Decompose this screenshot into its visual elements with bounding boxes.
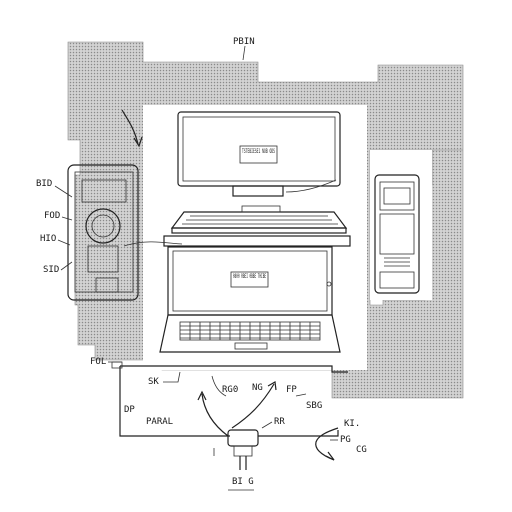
leader-fp bbox=[295, 393, 307, 397]
left-label-4: SID bbox=[43, 265, 59, 275]
top-leader bbox=[242, 45, 246, 61]
left-leader-3 bbox=[57, 239, 71, 246]
arrow-ki bbox=[315, 427, 339, 461]
label-paral: PARAL bbox=[146, 417, 173, 427]
left-leader-2 bbox=[61, 216, 73, 221]
arrowhead-left-curve bbox=[197, 390, 207, 401]
left-leader-1 bbox=[54, 185, 73, 198]
right-white-area bbox=[370, 150, 432, 300]
laptop-screen-text: 0800 RBEI 0BBE THIBE bbox=[233, 273, 266, 280]
left-label-3: HIO bbox=[40, 234, 56, 244]
left-label-1: BID bbox=[36, 179, 52, 189]
corner-arrow bbox=[121, 109, 139, 145]
label-rr: RR bbox=[274, 417, 285, 427]
corner-arrowhead bbox=[133, 136, 143, 148]
monitor-keyboard bbox=[170, 205, 348, 234]
top-label: PBIN bbox=[233, 37, 255, 47]
desk-shelf bbox=[163, 235, 351, 247]
label-ki: KI. bbox=[344, 419, 360, 429]
label-pg: PG bbox=[340, 435, 351, 445]
leader-rr bbox=[261, 421, 273, 429]
leader-sk bbox=[163, 371, 181, 383]
label-sbg: SBG bbox=[306, 401, 322, 411]
laptop: 0800 RBEI 0BBE THIBE bbox=[159, 246, 341, 353]
arrowhead-ki bbox=[325, 451, 335, 461]
power-plug bbox=[213, 429, 259, 470]
label-ng: NG bbox=[252, 383, 263, 393]
arrow-right-curve bbox=[231, 383, 275, 429]
bottom-label: BI G bbox=[232, 477, 254, 487]
arrowhead-right-curve bbox=[267, 381, 277, 391]
label-fp: FP bbox=[286, 385, 297, 395]
base-left-label: FOL bbox=[90, 357, 106, 367]
monitor-screen-text: TSTEBIESE1 NOB ODS bbox=[242, 148, 275, 155]
label-cg: CG bbox=[356, 445, 367, 455]
label-rgo: RG0 bbox=[222, 385, 238, 395]
left-label-2: FOD bbox=[44, 211, 60, 221]
leader-rgo bbox=[211, 375, 227, 397]
label-sk: SK bbox=[148, 377, 159, 387]
tower-pc-right bbox=[374, 174, 420, 294]
tower-pc-left bbox=[67, 164, 183, 301]
monitor: TSTEBIESE1 NOB ODS bbox=[177, 111, 341, 197]
left-leader-4 bbox=[60, 261, 73, 271]
base-tray bbox=[111, 361, 348, 437]
label-dp: DP bbox=[124, 405, 135, 415]
arrow-left-curve bbox=[201, 393, 229, 437]
